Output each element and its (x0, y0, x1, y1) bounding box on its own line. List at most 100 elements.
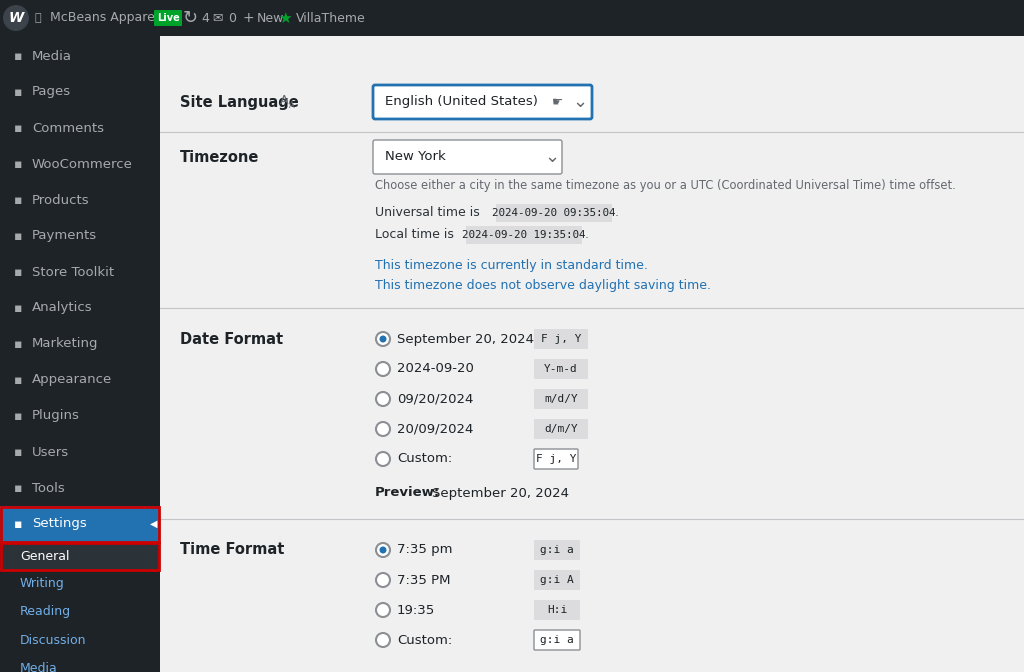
Text: Time Format: Time Format (180, 542, 285, 558)
Text: Users: Users (32, 446, 70, 458)
FancyBboxPatch shape (534, 630, 580, 650)
Text: g:i A: g:i A (540, 575, 573, 585)
Text: ★: ★ (279, 11, 292, 26)
Text: Timezone: Timezone (180, 149, 259, 165)
FancyBboxPatch shape (534, 359, 588, 379)
Text: Pages: Pages (32, 85, 71, 99)
Circle shape (376, 573, 390, 587)
Text: 4: 4 (201, 11, 209, 24)
Text: Appearance: Appearance (32, 374, 113, 386)
Text: Analytics: Analytics (32, 302, 92, 314)
Text: A: A (280, 95, 289, 108)
Text: +: + (243, 11, 254, 25)
Text: 20/09/2024: 20/09/2024 (397, 423, 473, 435)
Text: Comments: Comments (32, 122, 104, 134)
Circle shape (3, 5, 29, 31)
Text: 2024-09-20: 2024-09-20 (397, 362, 474, 376)
Circle shape (376, 362, 390, 376)
Text: W: W (8, 11, 24, 25)
FancyBboxPatch shape (0, 0, 1024, 36)
Text: Marketing: Marketing (32, 337, 98, 351)
Text: 7:35 PM: 7:35 PM (397, 573, 451, 587)
FancyBboxPatch shape (0, 542, 160, 570)
Text: September 20, 2024: September 20, 2024 (397, 333, 534, 345)
Text: ▪: ▪ (13, 482, 23, 495)
Text: Custom:: Custom: (397, 452, 453, 466)
Text: Choose either a city in the same timezone as you or a UTC (Coordinated Universal: Choose either a city in the same timezon… (375, 179, 955, 192)
FancyBboxPatch shape (154, 10, 182, 26)
Text: English (United States): English (United States) (385, 95, 538, 108)
Text: Universal time is: Universal time is (375, 206, 480, 220)
FancyBboxPatch shape (534, 329, 588, 349)
Text: g:i a: g:i a (540, 545, 573, 555)
Text: Media: Media (32, 50, 72, 62)
Text: September 20, 2024: September 20, 2024 (432, 487, 569, 499)
Text: .: . (585, 228, 589, 241)
Text: ▪: ▪ (13, 50, 23, 62)
FancyBboxPatch shape (534, 570, 580, 590)
Text: ▪: ▪ (13, 122, 23, 134)
Circle shape (376, 452, 390, 466)
Text: Media: Media (20, 661, 57, 672)
FancyBboxPatch shape (534, 540, 580, 560)
Circle shape (376, 633, 390, 647)
Text: m/d/Y: m/d/Y (544, 394, 578, 404)
Text: VillaTheme: VillaTheme (296, 11, 366, 24)
FancyBboxPatch shape (534, 419, 588, 439)
FancyBboxPatch shape (534, 449, 578, 469)
Text: ▪: ▪ (13, 265, 23, 278)
Text: ◀: ◀ (151, 519, 158, 529)
Text: New: New (257, 11, 285, 24)
Text: ▪: ▪ (13, 302, 23, 314)
Text: Settings: Settings (32, 517, 87, 530)
Text: ▪: ▪ (13, 374, 23, 386)
FancyBboxPatch shape (0, 506, 160, 542)
Text: Y-m-d: Y-m-d (544, 364, 578, 374)
Circle shape (376, 392, 390, 406)
Text: Plugins: Plugins (32, 409, 80, 423)
Text: Payments: Payments (32, 230, 97, 243)
Text: Writing: Writing (20, 577, 65, 591)
Text: ⌄: ⌄ (572, 93, 587, 111)
Text: 09/20/2024: 09/20/2024 (397, 392, 473, 405)
Circle shape (376, 332, 390, 346)
FancyBboxPatch shape (496, 204, 612, 222)
Text: ▪: ▪ (13, 157, 23, 171)
Text: ▪: ▪ (13, 446, 23, 458)
Text: F j, Y: F j, Y (536, 454, 577, 464)
Text: Store Toolkit: Store Toolkit (32, 265, 114, 278)
Text: A: A (289, 101, 295, 110)
Text: New York: New York (385, 151, 445, 163)
Text: 🏠: 🏠 (35, 13, 41, 23)
Text: ▪: ▪ (13, 409, 23, 423)
FancyBboxPatch shape (373, 140, 562, 174)
Text: This timezone does not observe daylight saving time.: This timezone does not observe daylight … (375, 278, 711, 292)
Text: McBeans Apparel: McBeans Apparel (50, 11, 159, 24)
Text: WooCommerce: WooCommerce (32, 157, 133, 171)
Circle shape (380, 335, 386, 343)
Circle shape (376, 603, 390, 617)
Text: Live: Live (157, 13, 179, 23)
Text: ↻: ↻ (182, 9, 198, 27)
Circle shape (380, 546, 386, 554)
Text: ✉: ✉ (212, 11, 222, 24)
Text: ⌄: ⌄ (544, 148, 559, 166)
Text: 2024-09-20 19:35:04: 2024-09-20 19:35:04 (462, 230, 586, 240)
Text: Discussion: Discussion (20, 634, 86, 646)
Text: ▪: ▪ (13, 230, 23, 243)
FancyBboxPatch shape (0, 36, 160, 672)
FancyBboxPatch shape (534, 389, 588, 409)
Text: Products: Products (32, 194, 90, 206)
Text: Reading: Reading (20, 605, 71, 618)
Text: This timezone is currently in standard time.: This timezone is currently in standard t… (375, 259, 648, 271)
Text: Site Language: Site Language (180, 95, 299, 110)
Text: d/m/Y: d/m/Y (544, 424, 578, 434)
Text: g:i a: g:i a (540, 635, 573, 645)
FancyBboxPatch shape (373, 85, 592, 119)
Text: ▪: ▪ (13, 85, 23, 99)
FancyBboxPatch shape (160, 36, 1024, 672)
Text: Preview:: Preview: (375, 487, 440, 499)
Text: ▪: ▪ (13, 517, 23, 530)
FancyBboxPatch shape (534, 600, 580, 620)
FancyBboxPatch shape (466, 226, 582, 244)
